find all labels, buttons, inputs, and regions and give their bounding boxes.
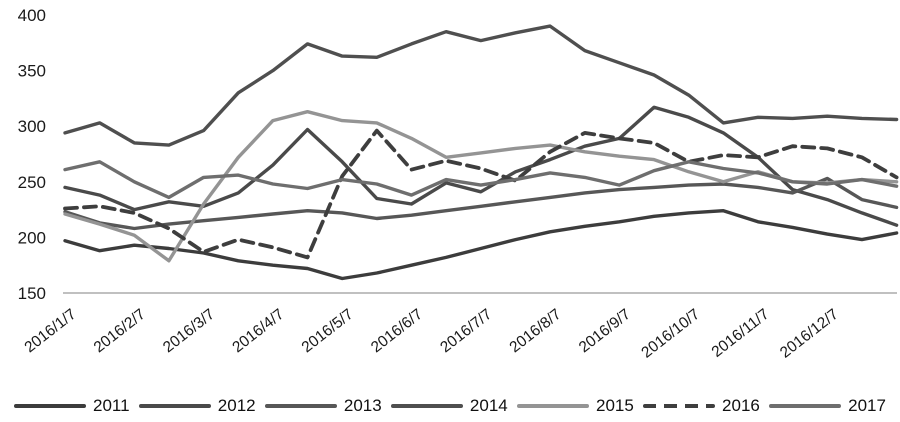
y-tick-label: 250 xyxy=(18,173,46,192)
legend-line-swatch xyxy=(14,404,86,408)
legend-item-2015: 2015 xyxy=(516,396,634,416)
series-line-2014 xyxy=(63,24,899,147)
legend-line-swatch xyxy=(390,404,463,408)
x-tick-label: 2016/2/7 xyxy=(91,306,149,357)
legend-line-swatch xyxy=(769,404,842,408)
legend-line-swatch xyxy=(516,404,589,408)
series-line-2013 xyxy=(63,176,899,231)
y-tick-label: 300 xyxy=(18,117,46,136)
chart-legend: 2011 2012 2013 2014 2015 2016 2017 xyxy=(0,396,900,416)
x-tick-label: 2016/7/7 xyxy=(437,306,495,357)
legend-item-2016: 2016 xyxy=(643,396,760,416)
legend-item-2011: 2011 xyxy=(14,396,130,416)
legend-label: 2015 xyxy=(595,396,634,415)
x-tick-label: 2016/3/7 xyxy=(160,306,218,357)
legend-label: 2012 xyxy=(217,396,256,415)
y-tick-label: 200 xyxy=(18,228,46,247)
series-line-2017 xyxy=(63,160,899,200)
legend-item-2014: 2014 xyxy=(390,396,508,416)
x-tick-label: 2016/11/7 xyxy=(709,306,773,361)
y-tick-label: 400 xyxy=(18,6,46,25)
legend-item-2017: 2017 xyxy=(769,396,886,416)
x-tick-label: 2016/1/7 xyxy=(21,306,79,357)
x-tick-label: 2016/6/7 xyxy=(368,306,426,357)
legend-line-swatch xyxy=(138,404,211,408)
legend-line-swatch xyxy=(264,404,337,408)
series-line-2011 xyxy=(63,208,899,281)
legend-label: 2016 xyxy=(722,396,760,415)
x-tick-label: 2016/12/7 xyxy=(777,306,842,362)
legend-label: 2011 xyxy=(93,396,130,415)
y-tick-label: 150 xyxy=(18,284,46,303)
x-tick-label: 2016/8/7 xyxy=(507,306,565,357)
legend-item-2013: 2013 xyxy=(264,396,382,416)
series-line-2016 xyxy=(63,128,899,260)
plot-area: 150 200 250 300 350 400 2016/1/7 2016/2/7 2016/3… xyxy=(18,6,899,362)
x-tick-label: 2016/10/7 xyxy=(638,306,703,362)
legend-dashed-line-swatch xyxy=(643,404,716,408)
x-tick-label: 2016/5/7 xyxy=(299,306,357,357)
legend-label: 2013 xyxy=(343,396,382,415)
x-tick-label: 2016/4/7 xyxy=(229,306,287,357)
legend-label: 2017 xyxy=(848,396,886,415)
x-tick-label: 2016/9/7 xyxy=(576,306,634,357)
legend-label: 2014 xyxy=(469,396,508,415)
y-tick-label: 350 xyxy=(18,62,46,81)
legend-item-2012: 2012 xyxy=(138,396,256,416)
